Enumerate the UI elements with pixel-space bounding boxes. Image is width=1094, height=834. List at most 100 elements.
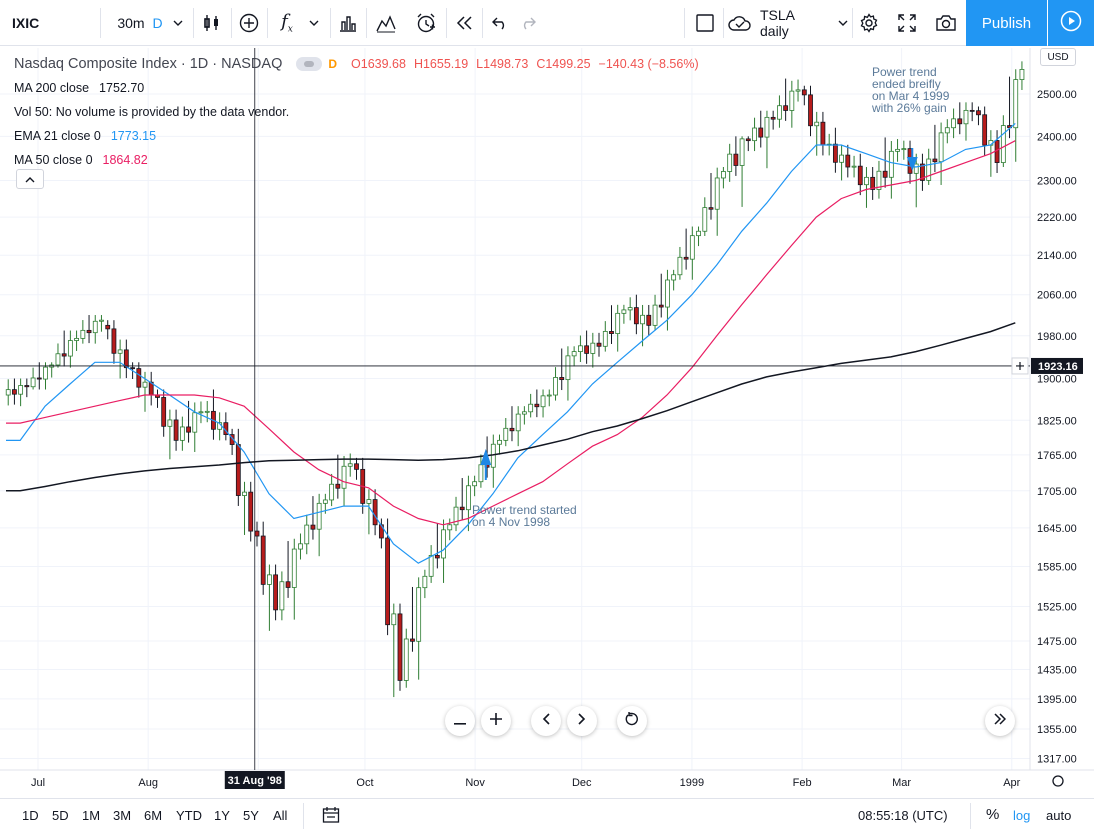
candle-body[interactable] bbox=[273, 574, 278, 611]
candle-body[interactable] bbox=[5, 389, 11, 396]
candle-body[interactable] bbox=[969, 109, 975, 112]
candle-body[interactable] bbox=[67, 340, 73, 357]
candle-body[interactable] bbox=[609, 331, 614, 334]
candle-body[interactable] bbox=[534, 403, 540, 408]
candle-body[interactable] bbox=[410, 638, 415, 642]
candle-body[interactable] bbox=[584, 345, 590, 354]
candle-body[interactable] bbox=[161, 397, 167, 427]
candle-body[interactable] bbox=[204, 410, 210, 413]
candle-body[interactable] bbox=[347, 463, 353, 467]
templates-button[interactable] bbox=[370, 6, 402, 40]
candle-body[interactable] bbox=[739, 138, 745, 166]
candle-body[interactable] bbox=[111, 328, 117, 354]
candle-body[interactable] bbox=[186, 426, 191, 433]
candle-body[interactable] bbox=[789, 90, 795, 111]
legend-volume[interactable]: Vol 50: No volume is provided by the dat… bbox=[14, 100, 699, 124]
candle-body[interactable] bbox=[521, 411, 527, 415]
candle-body[interactable] bbox=[808, 94, 813, 127]
candle-body[interactable] bbox=[938, 132, 944, 163]
candle-body[interactable] bbox=[658, 304, 664, 308]
candle-body[interactable] bbox=[565, 355, 571, 381]
candle-body[interactable] bbox=[310, 524, 316, 530]
candle-body[interactable] bbox=[727, 153, 733, 172]
candle-body[interactable] bbox=[932, 158, 938, 163]
candle-body[interactable] bbox=[105, 324, 111, 330]
snapshot-button[interactable] bbox=[931, 6, 961, 40]
candle-body[interactable] bbox=[957, 118, 963, 125]
scroll-to-realtime-button[interactable] bbox=[985, 706, 1015, 736]
candle-body[interactable] bbox=[509, 427, 515, 432]
candle-body[interactable] bbox=[764, 116, 770, 138]
candle-body[interactable] bbox=[963, 109, 969, 125]
candle-body[interactable] bbox=[30, 377, 36, 388]
settings-button[interactable] bbox=[855, 6, 883, 40]
candle-body[interactable] bbox=[839, 154, 844, 163]
candle-body[interactable] bbox=[478, 464, 484, 483]
candle-body[interactable] bbox=[86, 329, 92, 334]
compare-button[interactable] bbox=[234, 6, 264, 40]
candle-body[interactable] bbox=[397, 613, 403, 681]
candle-body[interactable] bbox=[515, 413, 521, 432]
candle-body[interactable] bbox=[434, 554, 440, 559]
candle-body[interactable] bbox=[602, 331, 608, 347]
candle-body[interactable] bbox=[254, 530, 260, 537]
candle-body[interactable] bbox=[870, 176, 876, 190]
candle-body[interactable] bbox=[123, 349, 129, 369]
candle-body[interactable] bbox=[714, 177, 720, 210]
candle-body[interactable] bbox=[459, 506, 465, 511]
candle-body[interactable] bbox=[279, 581, 285, 611]
interval-select[interactable]: 30m D bbox=[110, 6, 190, 40]
candle-body[interactable] bbox=[466, 485, 471, 511]
candle-body[interactable] bbox=[1019, 69, 1025, 80]
candle-body[interactable] bbox=[447, 524, 453, 531]
candle-body[interactable] bbox=[553, 377, 558, 396]
range-button-5d[interactable]: 5D bbox=[52, 808, 69, 823]
candle-body[interactable] bbox=[1013, 79, 1019, 129]
candle-body[interactable] bbox=[895, 148, 900, 152]
candle-body[interactable] bbox=[422, 575, 428, 589]
candle-body[interactable] bbox=[683, 256, 689, 260]
candle-body[interactable] bbox=[882, 170, 888, 178]
log-scale-toggle[interactable]: log bbox=[1013, 808, 1031, 823]
range-button-all[interactable]: All bbox=[273, 808, 288, 823]
candle-body[interactable] bbox=[80, 329, 86, 339]
replay-button[interactable] bbox=[449, 6, 479, 40]
candle-body[interactable] bbox=[864, 176, 869, 186]
zoom-out-button[interactable] bbox=[445, 706, 475, 736]
candle-body[interactable] bbox=[646, 314, 652, 326]
candle-body[interactable] bbox=[708, 207, 714, 210]
candle-body[interactable] bbox=[43, 366, 48, 380]
candle-body[interactable] bbox=[416, 587, 422, 642]
candle-body[interactable] bbox=[18, 385, 24, 395]
candle-body[interactable] bbox=[497, 439, 502, 445]
currency-badge[interactable]: USD bbox=[1040, 48, 1076, 66]
candle-body[interactable] bbox=[777, 105, 782, 120]
candle-body[interactable] bbox=[888, 150, 894, 178]
candle-body[interactable] bbox=[745, 138, 751, 142]
fullscreen-button[interactable] bbox=[893, 6, 921, 40]
candle-body[interactable] bbox=[167, 419, 173, 427]
candle-body[interactable] bbox=[571, 351, 577, 357]
candle-body[interactable] bbox=[242, 491, 247, 496]
clock-time[interactable]: 08:55:18 (UTC) bbox=[858, 808, 948, 823]
candle-body[interactable] bbox=[130, 367, 136, 370]
publish-button[interactable]: Publish bbox=[966, 0, 1047, 46]
candle-body[interactable] bbox=[36, 377, 42, 380]
range-button-3m[interactable]: 3M bbox=[113, 808, 132, 823]
candle-body[interactable] bbox=[99, 319, 104, 322]
fullscreen-select-button[interactable] bbox=[690, 6, 720, 40]
auto-scale-toggle[interactable]: auto bbox=[1046, 808, 1072, 823]
candle-body[interactable] bbox=[640, 314, 645, 325]
candle-body[interactable] bbox=[179, 426, 185, 441]
candle-body[interactable] bbox=[441, 529, 446, 559]
candle-body[interactable] bbox=[260, 535, 266, 585]
candle-body[interactable] bbox=[366, 499, 372, 504]
candle-body[interactable] bbox=[689, 235, 695, 260]
financials-button[interactable] bbox=[333, 6, 363, 40]
candle-body[interactable] bbox=[341, 465, 347, 489]
candle-body[interactable] bbox=[559, 377, 565, 381]
candle-body[interactable] bbox=[472, 481, 478, 487]
scroll-right-button[interactable] bbox=[567, 706, 597, 736]
candle-body[interactable] bbox=[74, 337, 79, 341]
candle-body[interactable] bbox=[1000, 125, 1006, 163]
